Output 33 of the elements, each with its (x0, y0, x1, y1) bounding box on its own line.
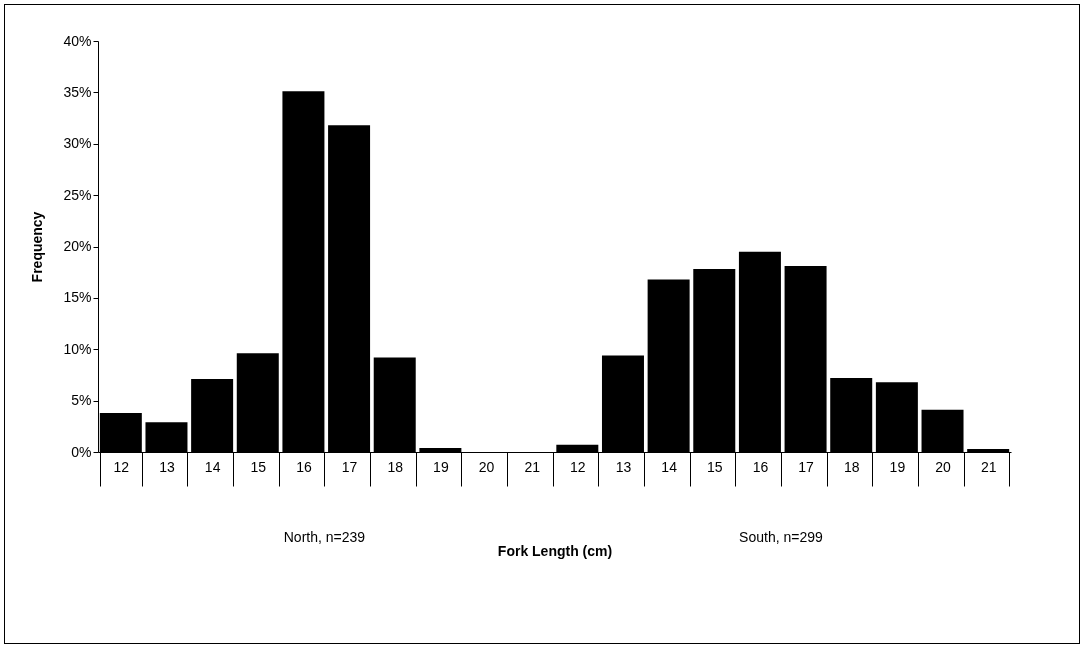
x-tick-label: 17 (341, 458, 358, 475)
x-tick-label: 19 (889, 458, 906, 475)
y-tick-label: 5% (71, 392, 92, 409)
text: South, n=299 (739, 529, 823, 545)
x-tick-label: 18 (387, 458, 404, 475)
x-tick-label: 18 (843, 458, 860, 475)
x-tick-label: 17 (798, 458, 815, 475)
y-tick-label: 40% (63, 32, 92, 49)
x-tick-label: 15 (250, 458, 267, 475)
x-tick-label: 12 (570, 458, 586, 475)
x-tick-label: 20 (478, 458, 495, 475)
x-tick-label: 14 (661, 458, 678, 475)
x-tick-label: 15 (706, 458, 723, 475)
y-tick-label: 0% (71, 443, 92, 460)
x-tick-label: 12 (113, 458, 130, 475)
y-tick-label: 20% (63, 238, 92, 254)
y-tick-label: 25% (63, 186, 92, 203)
x-tick-label: 13 (615, 458, 632, 475)
x-tick-label: 21 (524, 458, 541, 475)
x-tick-label: 16 (752, 458, 769, 475)
y-axis-title: Frequency (29, 211, 46, 283)
y-tick-label: 30% (63, 135, 92, 152)
y-tick-label: 35% (63, 83, 92, 100)
x-tick-label: 14 (204, 458, 221, 475)
x-tick-label: 19 (433, 458, 449, 475)
y-tick-label: 10% (63, 340, 92, 357)
y-tick-label: 15% (63, 289, 92, 306)
x-axis-title: Fork Length (cm) (497, 543, 613, 559)
x-tick-label: 20 (935, 458, 952, 475)
x-tick-label: 16 (296, 458, 312, 475)
text: North, n=239 (283, 529, 366, 545)
x-tick-label: 21 (980, 458, 997, 475)
x-tick-label: 13 (159, 458, 175, 475)
